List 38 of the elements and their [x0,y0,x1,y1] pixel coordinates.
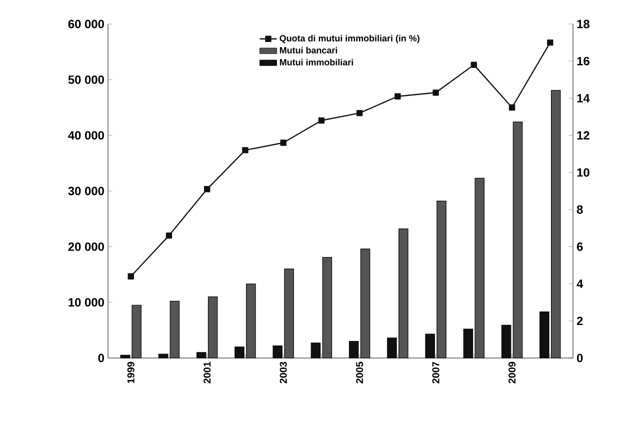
point [547,39,554,46]
legend-label: Quota di mutui immobiliari (in %) [280,34,420,44]
x-tick-label: 2001 [204,362,211,384]
y2-tick-label: 10 [577,168,590,177]
x-tick-label: 2007 [432,362,440,384]
y-tick-label: 30 000 [68,186,104,196]
y-tick-label: 60 000 [68,20,104,28]
point [508,104,516,111]
point [204,186,210,192]
y-tick-label: 40 000 [68,131,104,140]
y2-tick-label: 6 [576,242,583,251]
y2-tick-label: 4 [576,280,584,288]
point [280,140,286,146]
y2-tick-label: 2 [576,316,583,326]
point [432,90,439,96]
point [394,93,401,100]
y2-tick-label: 14 [577,94,590,102]
x-tick-label: 2009 [508,362,516,384]
y-tick-label: 10 000 [68,298,104,307]
y-tick-label: 50 000 [68,75,104,84]
point [318,117,325,124]
point [128,273,134,280]
x-tick-label: 2003 [280,362,287,384]
y2-tick-label: 16 [577,56,590,66]
y2-tick-label: 8 [576,205,583,214]
y2-tick-label: 12 [577,131,590,140]
point [242,147,248,154]
legend-label: Mutui bancari [280,46,338,54]
legend-label: Mutui immobiliari [280,58,353,66]
x-tick-label: 2005 [356,362,364,384]
y-tick-label: 0 [98,354,104,362]
point [356,110,363,116]
y2-tick-label: 18 [577,20,590,28]
y2-tick-label: 0 [576,354,583,362]
point [166,232,172,239]
x-tick-label: 1999 [127,362,134,384]
y-tick-label: 20 000 [68,242,104,251]
point [470,62,477,68]
